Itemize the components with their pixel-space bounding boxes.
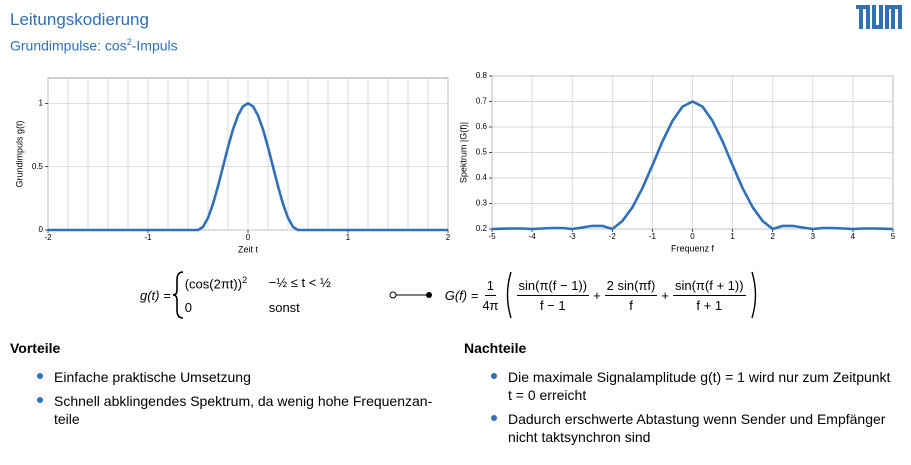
x-tick-label: -2 bbox=[609, 232, 617, 241]
cond: −½ ≤ t < ½ bbox=[268, 275, 331, 291]
x-axis-label: Frequenz f bbox=[671, 243, 715, 253]
charts: -2 -1 0 1 2 0 0.5 1 Zeit t Grundimpuls g(t) -5 -4 -3… bbox=[14, 71, 896, 254]
x-tick-label: 2 bbox=[770, 232, 775, 241]
x-tick-label: -1 bbox=[144, 233, 152, 242]
x-tick-label: 1 bbox=[346, 233, 351, 242]
cons: Nachteile Die maximale Signalamplitude g(… bbox=[464, 340, 909, 452]
pros: Vorteile Einfache praktische Umsetzung Sch… bbox=[10, 340, 450, 434]
subtitle-sup: 2 bbox=[126, 37, 132, 47]
y-axis-label: Grundimpuls g(t) bbox=[14, 120, 24, 187]
op: + bbox=[593, 287, 601, 303]
formula-lhs: g(t) = bbox=[140, 287, 171, 303]
bullet-item: Schnell abklingendes Spektrum, da wenig … bbox=[10, 392, 450, 428]
title: Leitungskodierung bbox=[10, 10, 149, 29]
x-tick-label: 3 bbox=[811, 232, 816, 241]
y-tick-label: 0.3 bbox=[476, 199, 488, 208]
bullet-item: Die maximale Signalamplitude g(t) = 1 wi… bbox=[464, 368, 909, 404]
case: 0 bbox=[184, 299, 192, 315]
x-tick-label: 4 bbox=[851, 232, 856, 241]
x-tick-label: 0 bbox=[246, 233, 251, 242]
y-tick-label: 1 bbox=[39, 98, 44, 107]
heading: Nachteile bbox=[464, 340, 527, 356]
num: sin(π(f − 1)) bbox=[516, 278, 590, 296]
item-line: teile bbox=[54, 411, 80, 427]
y-tick-label: 0 bbox=[39, 225, 44, 234]
logo bbox=[856, 5, 902, 29]
list: Die maximale Signalamplitude g(t) = 1 wi… bbox=[464, 368, 909, 446]
subtitle: Grundimpulse: cos2-Impuls bbox=[10, 37, 178, 54]
item-line: Einfache praktische Umsetzung bbox=[54, 369, 251, 385]
subtitle-text: -Impuls bbox=[131, 37, 178, 54]
list: Einfache praktische Umsetzung Schnell abk… bbox=[10, 368, 450, 428]
item-line: Dadurch erschwerte Abtastung wenn Sender… bbox=[508, 411, 886, 427]
den: f bbox=[629, 297, 633, 313]
num: 2 sin(πf) bbox=[604, 278, 658, 296]
heading: Vorteile bbox=[10, 340, 61, 356]
x-tick-label: 1 bbox=[730, 232, 735, 241]
x-tick-label: -2 bbox=[44, 233, 52, 242]
bullet-item: Dadurch erschwerte Abtastung wenn Sender… bbox=[464, 410, 909, 446]
item-line: nicht taktsynchron sind bbox=[508, 429, 651, 445]
num: 1 bbox=[484, 278, 497, 296]
paren bbox=[506, 271, 512, 319]
case-exp: 2 bbox=[242, 275, 248, 286]
den: f + 1 bbox=[696, 297, 723, 313]
frac: 1 4π bbox=[482, 278, 498, 313]
item-line: t = 0 erreicht bbox=[508, 387, 587, 403]
y-tick-label: 0.5 bbox=[32, 162, 44, 171]
x-tick-label: -3 bbox=[569, 232, 577, 241]
y-tick-label: 0.7 bbox=[476, 97, 488, 106]
y-axis-label: Spektrum |G(f)| bbox=[458, 122, 468, 183]
x-tick-label: 5 bbox=[891, 232, 896, 241]
paren bbox=[750, 271, 756, 319]
formula-rhs: G(f) = bbox=[444, 287, 479, 303]
frac: sin(π(f + 1)) f + 1 bbox=[672, 278, 746, 313]
x-tick-label: -1 bbox=[649, 232, 657, 241]
item-line: Die maximale Signalamplitude g(t) = 1 wi… bbox=[508, 369, 891, 385]
x-tick-label: -5 bbox=[488, 232, 496, 241]
frac: sin(π(f − 1)) f − 1 bbox=[516, 278, 590, 313]
case: (cos(2πt))2 bbox=[185, 275, 269, 291]
formula: g(t) = (cos(2πt))2 −½ ≤ t < ½ 0 sonst G(… bbox=[140, 268, 760, 322]
subtitle-text: Grundimpulse: cos bbox=[10, 37, 127, 54]
x-axis-label: Zeit t bbox=[238, 244, 259, 254]
den: 4π bbox=[482, 297, 499, 313]
y-tick-label: 0.2 bbox=[476, 224, 488, 233]
frac: 2 sin(πf) f bbox=[604, 278, 658, 313]
x-tick-label: 2 bbox=[446, 233, 451, 242]
y-tick-label: 0.4 bbox=[476, 173, 488, 182]
y-tick-label: 0.5 bbox=[476, 148, 488, 157]
op: + bbox=[661, 287, 669, 303]
cond: sonst bbox=[268, 299, 300, 315]
den: f − 1 bbox=[539, 297, 566, 313]
y-tick-label: 0.8 bbox=[476, 71, 488, 80]
bullet-item: Einfache praktische Umsetzung bbox=[10, 368, 450, 386]
item-line: Schnell abklingendes Spektrum, da wenig … bbox=[54, 393, 433, 409]
x-tick-label: 0 bbox=[690, 232, 695, 241]
num: sin(π(f + 1)) bbox=[672, 278, 746, 296]
cases: (cos(2πt))2 −½ ≤ t < ½ 0 sonst bbox=[185, 275, 359, 314]
brace bbox=[172, 271, 183, 319]
series-line bbox=[48, 102, 448, 232]
series-line bbox=[491, 100, 894, 231]
case-expr: (cos(2πt)) bbox=[184, 276, 243, 292]
correspondence bbox=[389, 291, 432, 299]
y-tick-label: 0.6 bbox=[476, 122, 488, 131]
x-tick-label: -4 bbox=[529, 232, 537, 241]
